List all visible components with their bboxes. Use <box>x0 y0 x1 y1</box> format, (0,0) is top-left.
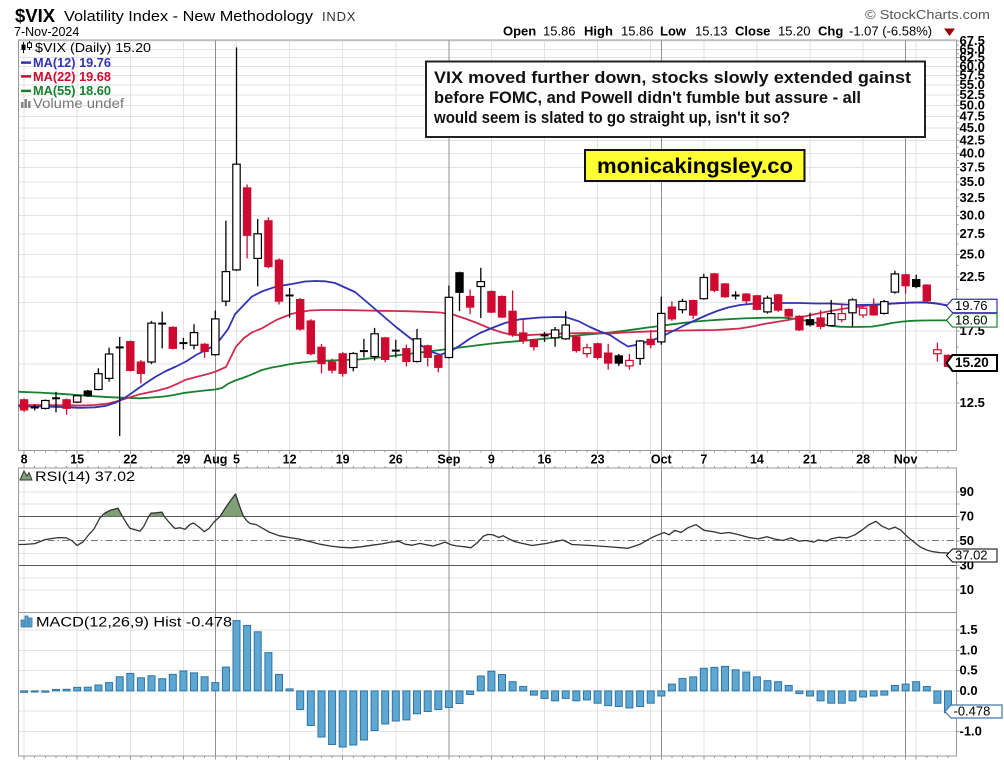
svg-text:35.0: 35.0 <box>960 174 985 189</box>
svg-text:7-Nov-2024: 7-Nov-2024 <box>14 25 79 39</box>
svg-text:45.0: 45.0 <box>960 120 985 135</box>
svg-text:Close: Close <box>735 24 770 39</box>
svg-text:32.5: 32.5 <box>960 190 985 205</box>
svg-text:19: 19 <box>336 453 350 467</box>
svg-text:47.5: 47.5 <box>960 109 985 124</box>
svg-text:$VIX (Daily) 15.20: $VIX (Daily) 15.20 <box>35 40 151 55</box>
svg-text:VIX moved further down, stocks: VIX moved further down, stocks slowly ex… <box>434 69 912 87</box>
svg-text:60.0: 60.0 <box>960 58 985 73</box>
svg-text:90: 90 <box>960 484 974 499</box>
svg-text:57.5: 57.5 <box>960 68 985 83</box>
svg-text:37.02: 37.02 <box>955 548 988 563</box>
svg-text:MA(22) 19.68: MA(22) 19.68 <box>33 70 111 84</box>
svg-text:5: 5 <box>233 453 240 467</box>
svg-text:7: 7 <box>700 453 707 467</box>
svg-text:10: 10 <box>960 582 974 597</box>
svg-text:25.0: 25.0 <box>960 246 985 261</box>
svg-text:55.0: 55.0 <box>960 77 985 92</box>
svg-text:before FOMC, and Powell didn't: before FOMC, and Powell didn't fumble bu… <box>434 89 861 107</box>
svg-text:22.5: 22.5 <box>960 269 985 284</box>
svg-text:Oct: Oct <box>651 453 673 467</box>
svg-text:8: 8 <box>21 453 28 467</box>
svg-text:9: 9 <box>488 453 495 467</box>
svg-text:21: 21 <box>803 453 817 467</box>
svg-text:0.0: 0.0 <box>960 683 978 698</box>
svg-text:Volatility Index - New Methodo: Volatility Index - New Methodology <box>64 8 314 25</box>
svg-text:RSI(14) 37.02: RSI(14) 37.02 <box>35 469 135 484</box>
svg-text:0.5: 0.5 <box>960 663 978 678</box>
svg-text:62.5: 62.5 <box>960 50 985 65</box>
svg-text:12: 12 <box>283 453 297 467</box>
svg-text:52.5: 52.5 <box>960 87 985 102</box>
svg-text:15: 15 <box>70 453 84 467</box>
svg-text:Open: Open <box>503 24 536 39</box>
svg-text:Nov: Nov <box>894 453 918 467</box>
svg-text:70: 70 <box>960 508 974 523</box>
svg-text:14: 14 <box>750 453 764 467</box>
svg-text:27.5: 27.5 <box>960 226 985 241</box>
svg-text:18.60: 18.60 <box>955 313 988 328</box>
svg-text:16: 16 <box>538 453 552 467</box>
svg-text:1.5: 1.5 <box>960 622 978 637</box>
svg-text:MA(55) 18.60: MA(55) 18.60 <box>33 84 111 98</box>
svg-text:65.0: 65.0 <box>960 41 985 56</box>
svg-text:12.5: 12.5 <box>960 395 985 410</box>
svg-text:Chg: Chg <box>818 24 843 39</box>
svg-text:would seem is slated to go str: would seem is slated to go straight up, … <box>433 109 790 127</box>
svg-text:© StockCharts.com: © StockCharts.com <box>865 7 990 22</box>
svg-text:MA(12) 19.76: MA(12) 19.76 <box>33 56 111 70</box>
svg-text:67.5: 67.5 <box>960 33 985 48</box>
svg-text:15.20: 15.20 <box>778 24 811 39</box>
svg-text:MACD(12,26,9) Hist -0.478: MACD(12,26,9) Hist -0.478 <box>36 615 232 630</box>
svg-text:26: 26 <box>389 453 403 467</box>
svg-text:30.0: 30.0 <box>960 207 985 222</box>
svg-text:Aug: Aug <box>203 453 227 467</box>
svg-text:1.0: 1.0 <box>960 642 978 657</box>
svg-text:15.20: 15.20 <box>955 355 989 370</box>
svg-text:15.13: 15.13 <box>695 24 728 39</box>
svg-text:40.0: 40.0 <box>960 146 985 161</box>
svg-text:22: 22 <box>123 453 137 467</box>
svg-text:High: High <box>584 24 613 39</box>
svg-text:15.86: 15.86 <box>621 24 654 39</box>
svg-text:-0.478: -0.478 <box>954 704 991 719</box>
svg-text:50.0: 50.0 <box>960 98 985 113</box>
svg-text:42.5: 42.5 <box>960 133 985 148</box>
svg-text:37.5: 37.5 <box>960 159 985 174</box>
svg-text:23: 23 <box>591 453 605 467</box>
svg-text:-1.0: -1.0 <box>960 724 982 739</box>
svg-text:Volume undef: Volume undef <box>33 96 124 111</box>
svg-text:-1.07 (-6.58%): -1.07 (-6.58%) <box>849 24 932 39</box>
svg-text:15.86: 15.86 <box>543 24 576 39</box>
svg-text:monicakingsley.co: monicakingsley.co <box>597 154 793 178</box>
svg-text:Sep: Sep <box>437 453 460 467</box>
svg-text:INDX: INDX <box>322 9 356 24</box>
svg-text:28: 28 <box>856 453 870 467</box>
svg-text:Low: Low <box>660 24 687 39</box>
svg-text:19.76: 19.76 <box>955 298 988 313</box>
svg-text:29: 29 <box>176 453 190 467</box>
svg-text:50: 50 <box>960 533 974 548</box>
svg-text:$VIX: $VIX <box>15 5 56 26</box>
